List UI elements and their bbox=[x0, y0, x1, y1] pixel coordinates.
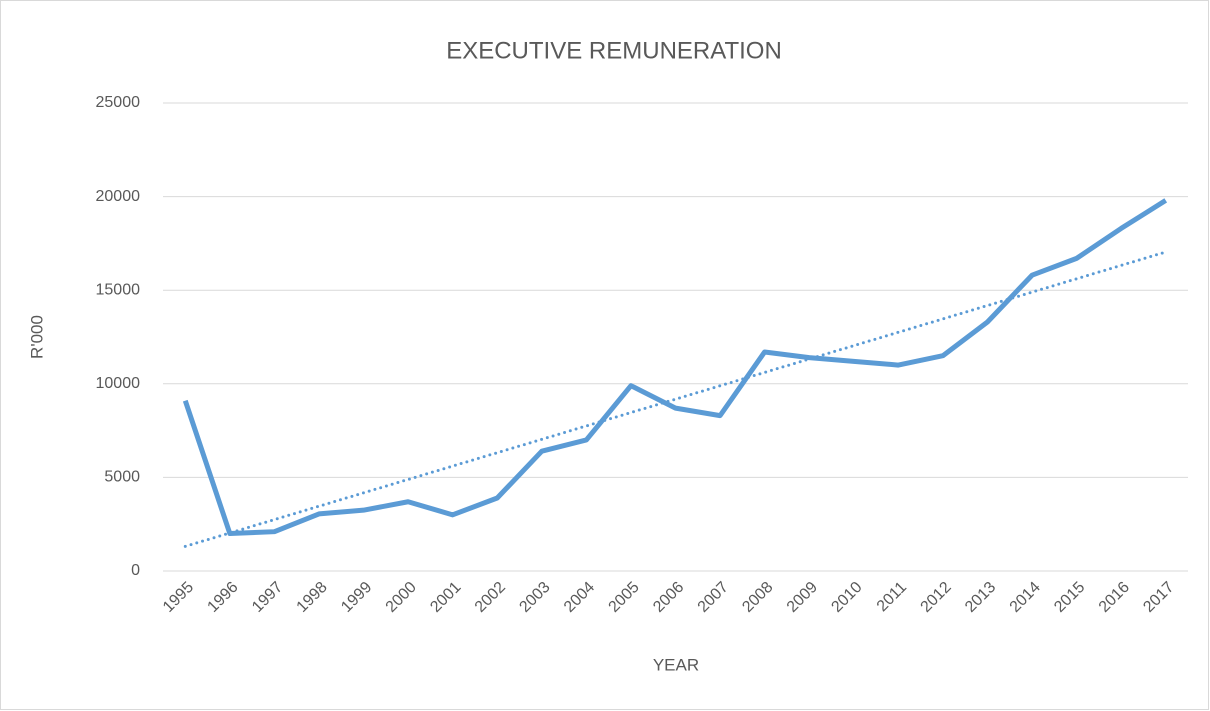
trendline bbox=[183, 250, 1168, 548]
y-tick-label: 15000 bbox=[96, 281, 141, 298]
x-axis-label: YEAR bbox=[653, 655, 699, 674]
y-axis-label: R'000 bbox=[27, 315, 46, 359]
y-tick-label: 10000 bbox=[96, 375, 141, 392]
y-tick-label: 25000 bbox=[96, 94, 141, 111]
y-tick-label: 20000 bbox=[96, 188, 141, 205]
chart-title: EXECUTIVE REMUNERATION bbox=[446, 37, 782, 64]
y-tick-label: 0 bbox=[131, 562, 140, 579]
y-tick-label: 5000 bbox=[104, 469, 140, 486]
data-line bbox=[182, 198, 1168, 537]
